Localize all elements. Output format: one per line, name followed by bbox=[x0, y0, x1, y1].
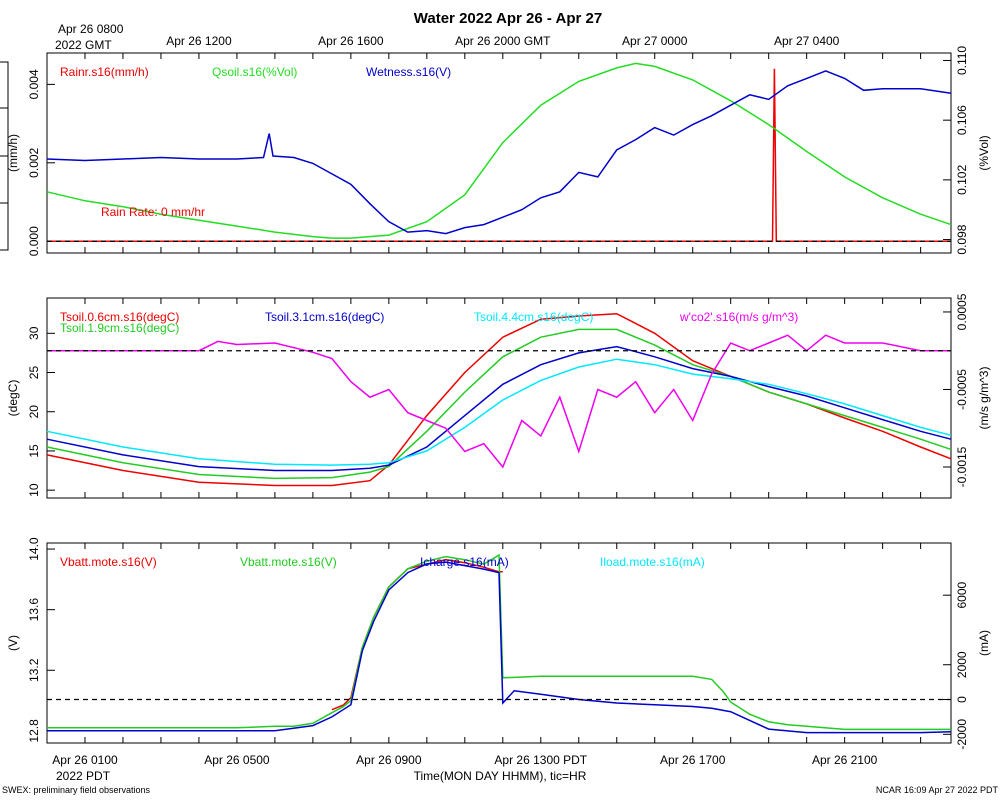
legend-entry: Vbatt.mote.s16(V) bbox=[240, 555, 337, 569]
series-line bbox=[46, 345, 952, 472]
series-line bbox=[47, 334, 951, 469]
x-axis-title: Time(MON DAY HHMM), tic=HR bbox=[414, 769, 587, 783]
series-line bbox=[46, 62, 952, 239]
y-left-tick-label: 12.8 bbox=[27, 719, 41, 743]
footer-right: NCAR 16:09 Apr 27 2022 PDT bbox=[876, 785, 999, 795]
y-left-tick-label: 30 bbox=[27, 326, 41, 340]
y-left-tick-label: 14.0 bbox=[27, 537, 41, 561]
bottom-axis-tick-label: Apr 26 0500 bbox=[204, 753, 270, 767]
top-axis-ticks: Apr 26 1200 Apr 26 1600 Apr 26 2000 GMT Apr… bbox=[166, 34, 839, 48]
legend-entry: Tsoil.3.1cm.s16(degC) bbox=[265, 310, 384, 324]
top-axis-tick-label: Apr 27 0400 bbox=[774, 34, 840, 48]
legend-entry: Tsoil.0.6cm.s16(degC) bbox=[60, 310, 179, 324]
y-right-tick-label: 0.110 bbox=[955, 46, 969, 75]
y-right-tick-label: 6000 bbox=[955, 582, 969, 609]
y-right-tick-label: 0.0005 bbox=[955, 293, 969, 330]
legend-entry: Tsoil.1.9cm.s16(degC) bbox=[60, 321, 179, 335]
top-axis-tick-label: Apr 26 1600 bbox=[318, 34, 384, 48]
series-line bbox=[47, 561, 952, 734]
edge-bracket bbox=[0, 61, 9, 251]
series-line bbox=[46, 328, 952, 480]
top-axis-tick-label: Apr 26 2000 GMT bbox=[455, 34, 551, 48]
y-right-tick-label: 0.098 bbox=[955, 224, 969, 254]
y-left-tick-label: 20 bbox=[27, 405, 41, 419]
y-right-axis-label: (m/s g/m^3) bbox=[977, 367, 991, 430]
rain-rate-annotation: Rain Rate: 0 mm/hr bbox=[101, 205, 205, 219]
y-left-tick-label: 13.6 bbox=[27, 598, 41, 622]
y-right-axis-label: (mA) bbox=[977, 630, 991, 656]
panel-frame bbox=[46, 297, 952, 499]
series-line bbox=[46, 70, 952, 235]
footer-left: SWEX: preliminary field observations bbox=[2, 785, 151, 795]
top-axis-first-label-line2: 2022 GMT bbox=[55, 38, 112, 52]
legend-entry: Tsoil.4.4cm.s16(degC) bbox=[474, 310, 593, 324]
series-line bbox=[46, 312, 952, 487]
y-left-tick-label: 15 bbox=[27, 444, 41, 458]
panel-soil-temperature-flux: 10 15 20 25 30 -0.0015 -0.0005 0.0005 (degC) (m/s… bbox=[6, 293, 991, 499]
top-axis-tick-label: Apr 26 1200 bbox=[166, 34, 232, 48]
top-axis-first-label-line1: Apr 26 0800 bbox=[58, 22, 124, 36]
legend-entry: Iload.mote.s16(mA) bbox=[600, 555, 705, 569]
legend-entry: Icharge.s16(mA) bbox=[420, 555, 509, 569]
bottom-axis-tick-label: Apr 26 0900 bbox=[356, 753, 422, 767]
series-line bbox=[331, 558, 503, 711]
y-left-tick-label: 10 bbox=[27, 483, 41, 497]
y-right-axis-label: (%Vol) bbox=[977, 135, 991, 170]
top-axis-tick-label: Apr 27 0000 bbox=[622, 34, 688, 48]
bottom-axis-year-label: 2022 PDT bbox=[56, 769, 111, 783]
legend-entry: Rainr.s16(mm/h) bbox=[60, 65, 149, 79]
bottom-axis-ticks: Apr 26 0100 Apr 26 0500 Apr 26 0900 Apr 26 … bbox=[52, 753, 877, 767]
legend-entry: w'co2'.s16(m/s g/m^3) bbox=[679, 310, 798, 324]
bottom-axis-tick-label: Apr 26 1700 bbox=[660, 753, 726, 767]
y-right-tick-label: 2000 bbox=[955, 651, 969, 678]
bottom-axis-tick-label: Apr 26 0100 bbox=[52, 753, 118, 767]
y-left-tick-label: 0.000 bbox=[27, 226, 41, 256]
y-left-tick-label: 0.002 bbox=[27, 147, 41, 177]
bottom-axis-tick-label: Apr 26 2100 bbox=[812, 753, 878, 767]
y-right-tick-label: -0.0015 bbox=[955, 446, 969, 487]
chart-title: Water 2022 Apr 26 - Apr 27 bbox=[414, 10, 602, 27]
panel-frame bbox=[46, 52, 952, 254]
y-right-tick-label: 0.102 bbox=[955, 165, 969, 195]
legend-entry: Wetness.s16(V) bbox=[366, 65, 451, 79]
bottom-axis-tick-label: Apr 26 1300 PDT bbox=[494, 753, 587, 767]
y-right-tick-label: 0 bbox=[955, 696, 969, 703]
y-left-axis-label: (degC) bbox=[6, 380, 20, 417]
y-left-axis-label: (V) bbox=[6, 635, 20, 651]
panel-battery-power: 12.8 13.2 13.6 14.0 -2000 0 2000 6000 (V) (mA) Vba… bbox=[6, 537, 991, 750]
legend-entry: Qsoil.s16(%Vol) bbox=[212, 65, 297, 79]
y-right-tick-label: -0.0005 bbox=[955, 369, 969, 410]
series-line bbox=[46, 358, 952, 466]
y-left-tick-label: 13.2 bbox=[27, 658, 41, 682]
y-right-tick-label: -2000 bbox=[955, 719, 969, 750]
panel-frame bbox=[46, 542, 952, 744]
y-left-axis-label: (mm/h) bbox=[6, 134, 20, 172]
y-left-tick-label: 0.004 bbox=[27, 69, 41, 99]
series-line bbox=[47, 553, 951, 731]
y-left-tick-label: 25 bbox=[27, 366, 41, 380]
legend-entry: Vbatt.mote.s16(V) bbox=[60, 555, 157, 569]
y-right-tick-label: 0.106 bbox=[955, 105, 969, 135]
panel-rain-soil-moisture: 0.000 0.002 0.004 0.098 0.102 0.106 0.110 (mm/h… bbox=[6, 46, 991, 257]
